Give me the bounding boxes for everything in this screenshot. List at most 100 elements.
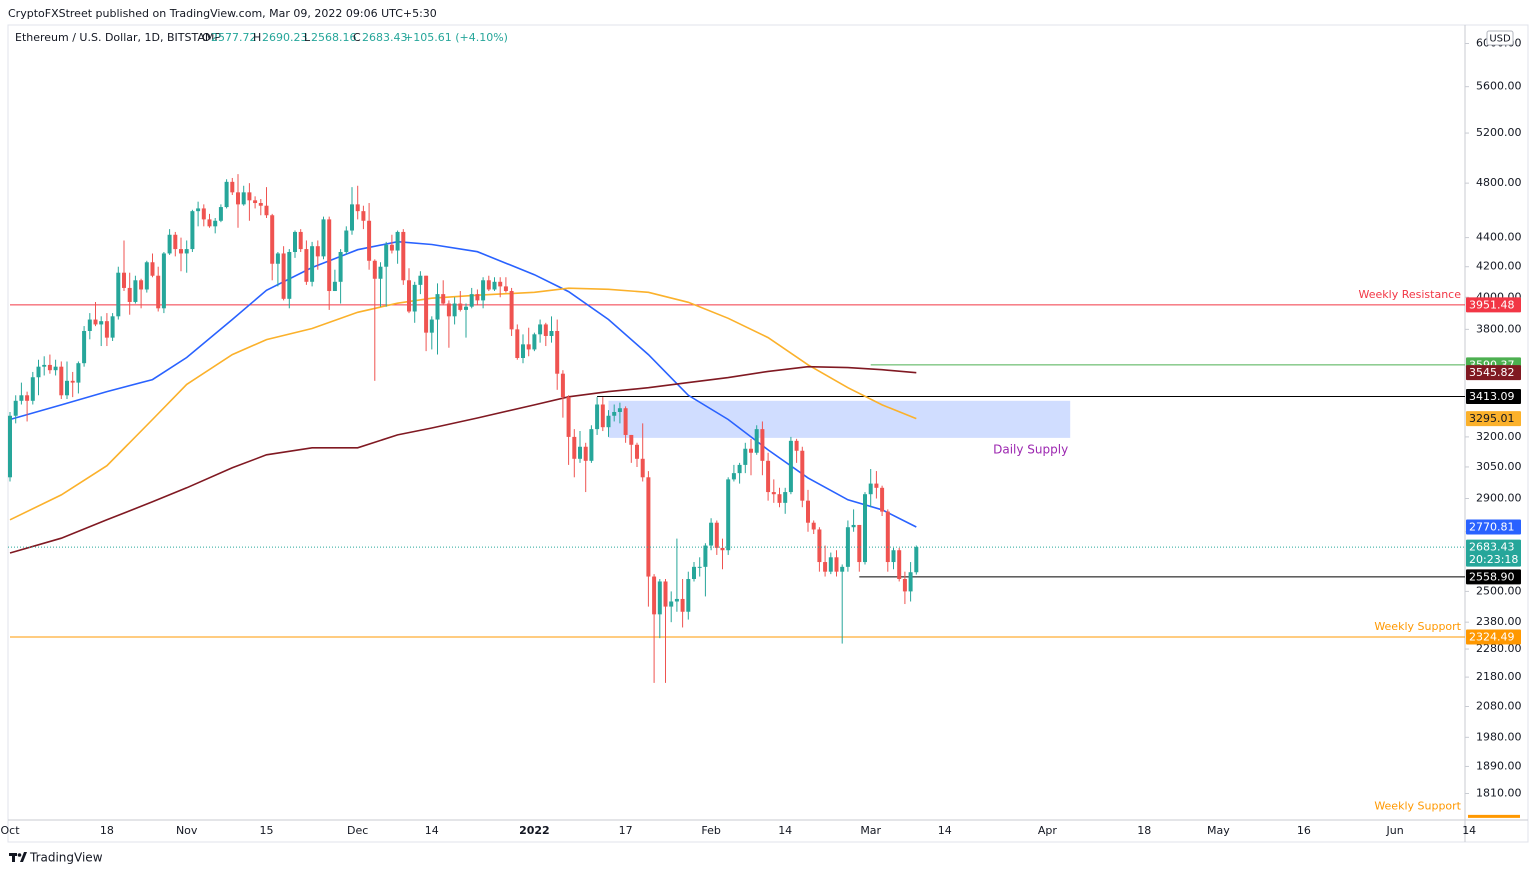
candle-body — [446, 303, 451, 317]
x-tick-label: Feb — [701, 824, 720, 837]
x-tick-label: 15 — [260, 824, 274, 837]
c-label: C — [353, 31, 361, 44]
x-tick-label: Oct — [0, 824, 20, 837]
y-tick-label: 2080.00 — [1476, 699, 1522, 712]
candle-body — [766, 460, 771, 493]
candle-body — [310, 246, 315, 282]
y-tick-label: 2900.00 — [1476, 492, 1522, 505]
y-tick-label: 2380.00 — [1476, 615, 1522, 628]
ma-tag-bg — [1466, 411, 1521, 427]
candle-body — [578, 446, 582, 459]
y-tick-label: 3800.00 — [1476, 322, 1522, 335]
ma-tag: 3545.82 — [1469, 366, 1515, 379]
candle-body — [401, 231, 406, 281]
candle-body — [458, 303, 463, 310]
candle-body — [788, 440, 793, 493]
y-tick-label: 2180.00 — [1476, 670, 1522, 683]
y-tick-label: 1980.00 — [1476, 730, 1522, 743]
x-tick-label: 17 — [619, 824, 633, 837]
candle-body — [104, 321, 109, 338]
y-tick-label: 4800.00 — [1476, 176, 1522, 189]
candle-body — [247, 192, 252, 201]
level-tag: 2558.90 — [1469, 570, 1515, 583]
candle-body — [42, 364, 47, 367]
candle-body — [395, 231, 400, 251]
x-tick-label: 14 — [778, 824, 792, 837]
brand: TradingView — [29, 851, 103, 865]
candle-body — [663, 581, 668, 607]
level-tag-bg — [1466, 389, 1521, 405]
level-tag: 3951.48 — [1469, 298, 1515, 311]
candle-body — [258, 203, 263, 206]
x-tick-label: 18 — [1137, 824, 1151, 837]
candle-body — [70, 380, 75, 383]
candle-body — [321, 219, 326, 257]
y-tick-label: 4400.00 — [1476, 231, 1522, 244]
x-tick-label: May — [1207, 824, 1230, 837]
candle-body — [680, 598, 685, 612]
candle-body — [207, 219, 212, 227]
candle-body — [481, 280, 486, 301]
candle-body — [503, 286, 508, 292]
candle-body — [36, 366, 41, 378]
candle-body — [173, 234, 178, 250]
candle-body — [355, 204, 360, 212]
level-tag-bg — [1466, 569, 1521, 585]
candle-body — [783, 492, 788, 503]
candle-body — [749, 448, 753, 453]
y-tick-label: 2500.00 — [1476, 584, 1522, 597]
level-tag: 2324.49 — [1469, 630, 1515, 643]
ma-tag: 3295.01 — [1469, 412, 1515, 425]
x-tick-label: Apr — [1038, 824, 1058, 837]
candle-body — [224, 181, 229, 208]
candle-body — [424, 275, 429, 333]
currency-badge: USD — [1489, 34, 1511, 45]
level-label: Weekly Resistance — [1359, 288, 1462, 301]
candle-body — [863, 494, 867, 563]
candle-body — [640, 458, 645, 478]
candle-body — [880, 487, 885, 512]
candle-body — [612, 411, 617, 416]
candle-body — [139, 280, 144, 290]
y-tick-label: 3200.00 — [1476, 430, 1522, 443]
candle-body — [236, 192, 240, 205]
candle-body — [606, 415, 611, 428]
high-value: 2690.23 — [262, 31, 308, 44]
candle-body — [144, 262, 149, 290]
x-tick-label: Nov — [176, 824, 198, 837]
close-value: 2683.43 — [362, 31, 408, 44]
candle-body — [99, 321, 104, 325]
candle-body — [891, 550, 896, 563]
candle-body — [817, 529, 822, 563]
x-tick-label: 14 — [938, 824, 952, 837]
candle-body — [275, 253, 280, 264]
candle-body — [600, 404, 605, 428]
level-tag-bg — [1466, 629, 1521, 645]
candle-body — [281, 253, 286, 299]
candle-body — [720, 547, 725, 551]
candle-body — [378, 266, 383, 279]
candle-body — [885, 511, 890, 563]
candle-body — [595, 404, 600, 430]
candle-body — [167, 234, 172, 254]
o-label: O — [202, 31, 211, 44]
candle-body — [53, 366, 58, 371]
x-tick-label: 16 — [1297, 824, 1311, 837]
ma-tag-bg — [1466, 365, 1521, 381]
h-label: H — [253, 31, 261, 44]
candle-body — [389, 244, 394, 251]
candle-body — [754, 429, 759, 453]
candle-body — [623, 408, 628, 435]
candle-body — [19, 395, 24, 401]
candle-body — [777, 494, 782, 503]
ma-tag-bg — [1466, 519, 1521, 535]
candle-body — [110, 316, 115, 338]
candle-body — [828, 557, 833, 572]
candle-body — [122, 272, 126, 288]
candle-body — [697, 566, 702, 568]
candle-body — [897, 550, 902, 580]
candle-body — [59, 366, 64, 396]
candle-body — [743, 448, 748, 465]
y-tick-label: 1810.00 — [1476, 787, 1522, 800]
